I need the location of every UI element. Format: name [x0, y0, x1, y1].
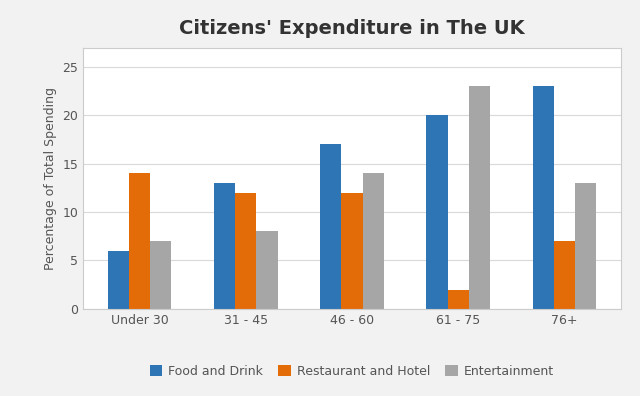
Bar	[214, 183, 235, 309]
Bar	[554, 241, 575, 309]
Bar	[150, 241, 172, 309]
Bar	[575, 183, 596, 309]
Title: Citizens' Expenditure in The UK: Citizens' Expenditure in The UK	[179, 19, 525, 38]
Bar	[469, 86, 490, 309]
Bar	[447, 289, 469, 309]
Bar	[363, 173, 384, 309]
Bar	[235, 193, 257, 309]
Bar	[108, 251, 129, 309]
Bar	[532, 86, 554, 309]
Bar	[320, 144, 341, 309]
Bar	[257, 231, 278, 309]
Legend: Food and Drink, Restaurant and Hotel, Entertainment: Food and Drink, Restaurant and Hotel, En…	[145, 360, 559, 383]
Y-axis label: Percentage of Total Spending: Percentage of Total Spending	[44, 87, 57, 270]
Bar	[129, 173, 150, 309]
Bar	[426, 115, 447, 309]
Bar	[341, 193, 363, 309]
